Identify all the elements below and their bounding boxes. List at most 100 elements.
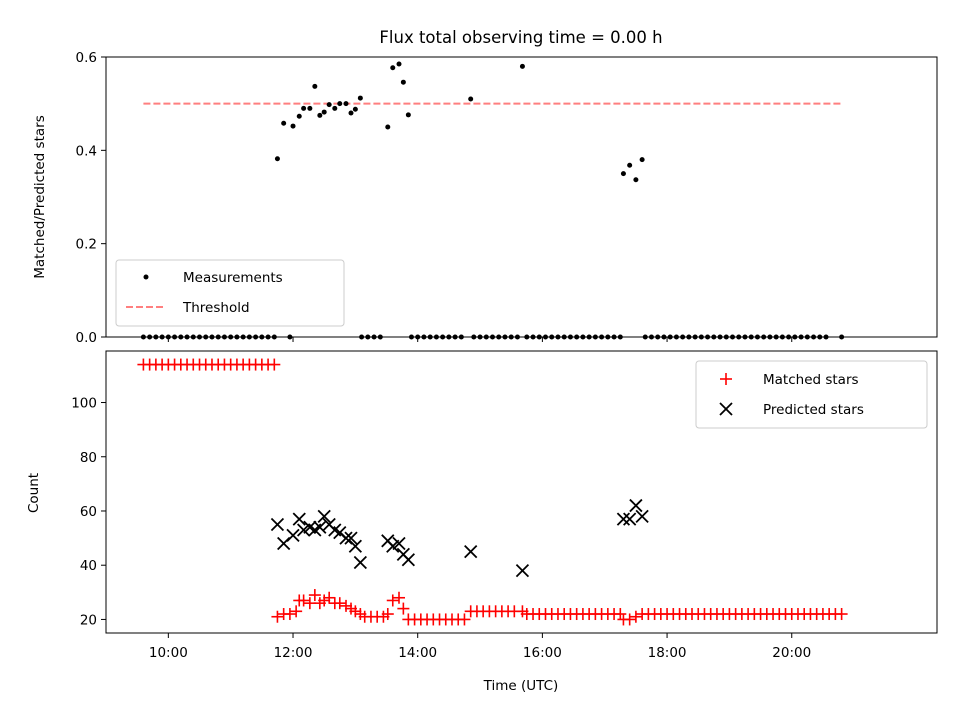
legend-threshold-label: Threshold bbox=[182, 300, 250, 316]
measurement-point bbox=[337, 101, 343, 107]
bottom-x-tick-label: 14:00 bbox=[398, 645, 437, 661]
bottom-y-tick-label: 20 bbox=[80, 612, 97, 628]
top-y-tick-label: 0.6 bbox=[76, 50, 97, 66]
bottom-y-axis-label: Count bbox=[26, 473, 42, 513]
measurement-point bbox=[296, 113, 302, 119]
legend-measurements-label: Measurements bbox=[183, 270, 283, 286]
measurement-point bbox=[301, 105, 307, 111]
predicted-star-point bbox=[292, 512, 306, 526]
measurement-point bbox=[385, 124, 391, 130]
bottom-x-tick-label: 12:00 bbox=[274, 645, 313, 661]
measurement-point bbox=[400, 79, 406, 85]
measurement-point bbox=[468, 96, 474, 102]
measurement-point bbox=[633, 177, 639, 183]
measurement-point bbox=[332, 105, 338, 111]
measurement-point bbox=[627, 162, 633, 168]
bottom-x-tick-label: 16:00 bbox=[523, 645, 562, 661]
top-y-axis: 0.0 0.2 0.4 0.6 bbox=[76, 50, 106, 346]
measurement-point bbox=[326, 102, 332, 108]
measurement-point bbox=[281, 120, 287, 126]
measurement-point bbox=[620, 171, 626, 177]
matched-star-point bbox=[397, 602, 410, 615]
matched-star-point bbox=[318, 594, 331, 607]
bottom-y-tick-label: 100 bbox=[71, 396, 97, 412]
bottom-legend-box bbox=[695, 360, 928, 429]
measurement-point bbox=[317, 112, 323, 118]
bottom-plot-area bbox=[137, 358, 848, 626]
top-y-tick-label: 0.2 bbox=[76, 237, 97, 253]
measurement-point bbox=[343, 101, 349, 107]
top-y-tick-label: 0.4 bbox=[76, 143, 97, 159]
legend-measurements-marker bbox=[143, 274, 149, 280]
bottom-x-axis-label: Time (UTC) bbox=[483, 678, 559, 694]
matched-star-point bbox=[458, 613, 471, 626]
measurement-point bbox=[639, 157, 645, 163]
predicted-star-point bbox=[348, 539, 362, 553]
predicted-star-point bbox=[392, 536, 406, 551]
measurement-point bbox=[519, 63, 525, 69]
measurement-point bbox=[290, 123, 296, 129]
matched-star-point bbox=[629, 610, 642, 623]
top-axes-frame bbox=[105, 56, 938, 338]
top-legend: Measurements Threshold bbox=[115, 259, 345, 327]
top-chart-title: Flux total observing time = 0.00 h bbox=[379, 28, 662, 47]
bottom-x-tick-label: 10:00 bbox=[149, 645, 188, 661]
bottom-x-tick-label: 20:00 bbox=[772, 645, 811, 661]
matched-star-point bbox=[283, 608, 296, 621]
measurement-point bbox=[405, 112, 411, 118]
matched-star-point bbox=[268, 358, 281, 371]
bottom-y-tick-label: 40 bbox=[80, 558, 97, 574]
legend-predicted-marker bbox=[719, 402, 733, 416]
predicted-star-point bbox=[353, 555, 367, 570]
bottom-y-axis: 20 40 60 80 100 bbox=[71, 396, 106, 628]
predicted-star-point bbox=[635, 509, 649, 524]
measurement-point bbox=[274, 156, 280, 162]
predicted-star-point bbox=[623, 512, 637, 526]
bottom-y-tick-label: 60 bbox=[80, 504, 97, 520]
measurement-point bbox=[396, 61, 402, 67]
matched-star-point bbox=[290, 605, 303, 618]
predicted-star-point bbox=[317, 509, 331, 524]
predicted-star-point bbox=[515, 563, 530, 578]
legend-matched-label: Matched stars bbox=[763, 372, 859, 388]
matched-star-point bbox=[623, 613, 636, 626]
legend-matched-marker bbox=[720, 373, 732, 385]
matched-star-point bbox=[381, 608, 394, 621]
matched-star-point bbox=[386, 594, 399, 607]
bottom-y-tick-label: 80 bbox=[80, 450, 97, 466]
matched-star-point bbox=[835, 608, 848, 621]
top-legend-box bbox=[115, 259, 345, 327]
matched-star-point bbox=[340, 599, 353, 612]
measurement-point bbox=[348, 110, 354, 116]
legend-predicted-label: Predicted stars bbox=[763, 402, 864, 418]
bottom-axes-frame bbox=[105, 350, 938, 634]
matched-star-point bbox=[308, 589, 321, 602]
predicted-star-point bbox=[616, 512, 631, 526]
top-y-axis-label: Matched/Predicted stars bbox=[32, 115, 48, 278]
measurement-point bbox=[321, 109, 327, 115]
measurement-point bbox=[312, 83, 318, 89]
bottom-x-tick-label: 18:00 bbox=[648, 645, 687, 661]
predicted-star-point bbox=[286, 528, 300, 543]
matched-star-point bbox=[323, 591, 336, 604]
predicted-star-point bbox=[401, 553, 415, 567]
predicted-star-point bbox=[629, 498, 643, 513]
matched-star-point bbox=[614, 608, 627, 621]
predicted-star-point bbox=[313, 520, 327, 534]
top-y-tick-label: 0.0 bbox=[76, 330, 97, 346]
predicted-star-point bbox=[464, 545, 478, 559]
top-x-axis bbox=[167, 337, 793, 342]
measurement-point bbox=[357, 95, 363, 101]
matched-star-point bbox=[349, 605, 362, 618]
matched-star-point bbox=[271, 610, 284, 623]
measurement-point bbox=[307, 105, 313, 111]
bottom-legend: Matched stars Predicted stars bbox=[695, 360, 928, 429]
top-panel: Flux total observing time = 0.00 h Match… bbox=[32, 28, 938, 346]
bottom-x-axis: 10:00 12:00 14:00 16:00 18:00 20:00 bbox=[149, 633, 811, 661]
matched-star-point bbox=[393, 591, 406, 604]
matched-star-point bbox=[297, 594, 310, 607]
top-plot-area bbox=[140, 61, 845, 340]
measurement-point bbox=[352, 106, 358, 112]
